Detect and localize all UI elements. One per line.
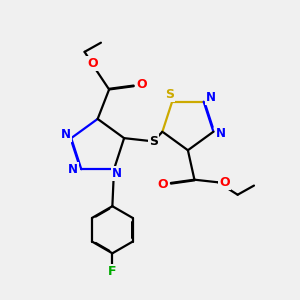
Text: O: O <box>87 58 98 70</box>
Text: N: N <box>112 167 122 180</box>
Text: N: N <box>216 127 226 140</box>
Text: N: N <box>61 128 71 141</box>
Text: S: S <box>165 88 174 101</box>
Text: O: O <box>158 178 168 191</box>
Text: O: O <box>136 78 147 91</box>
Text: N: N <box>206 91 216 104</box>
Text: F: F <box>108 265 117 278</box>
Text: O: O <box>219 176 230 189</box>
Text: S: S <box>149 135 158 148</box>
Text: N: N <box>68 163 78 176</box>
